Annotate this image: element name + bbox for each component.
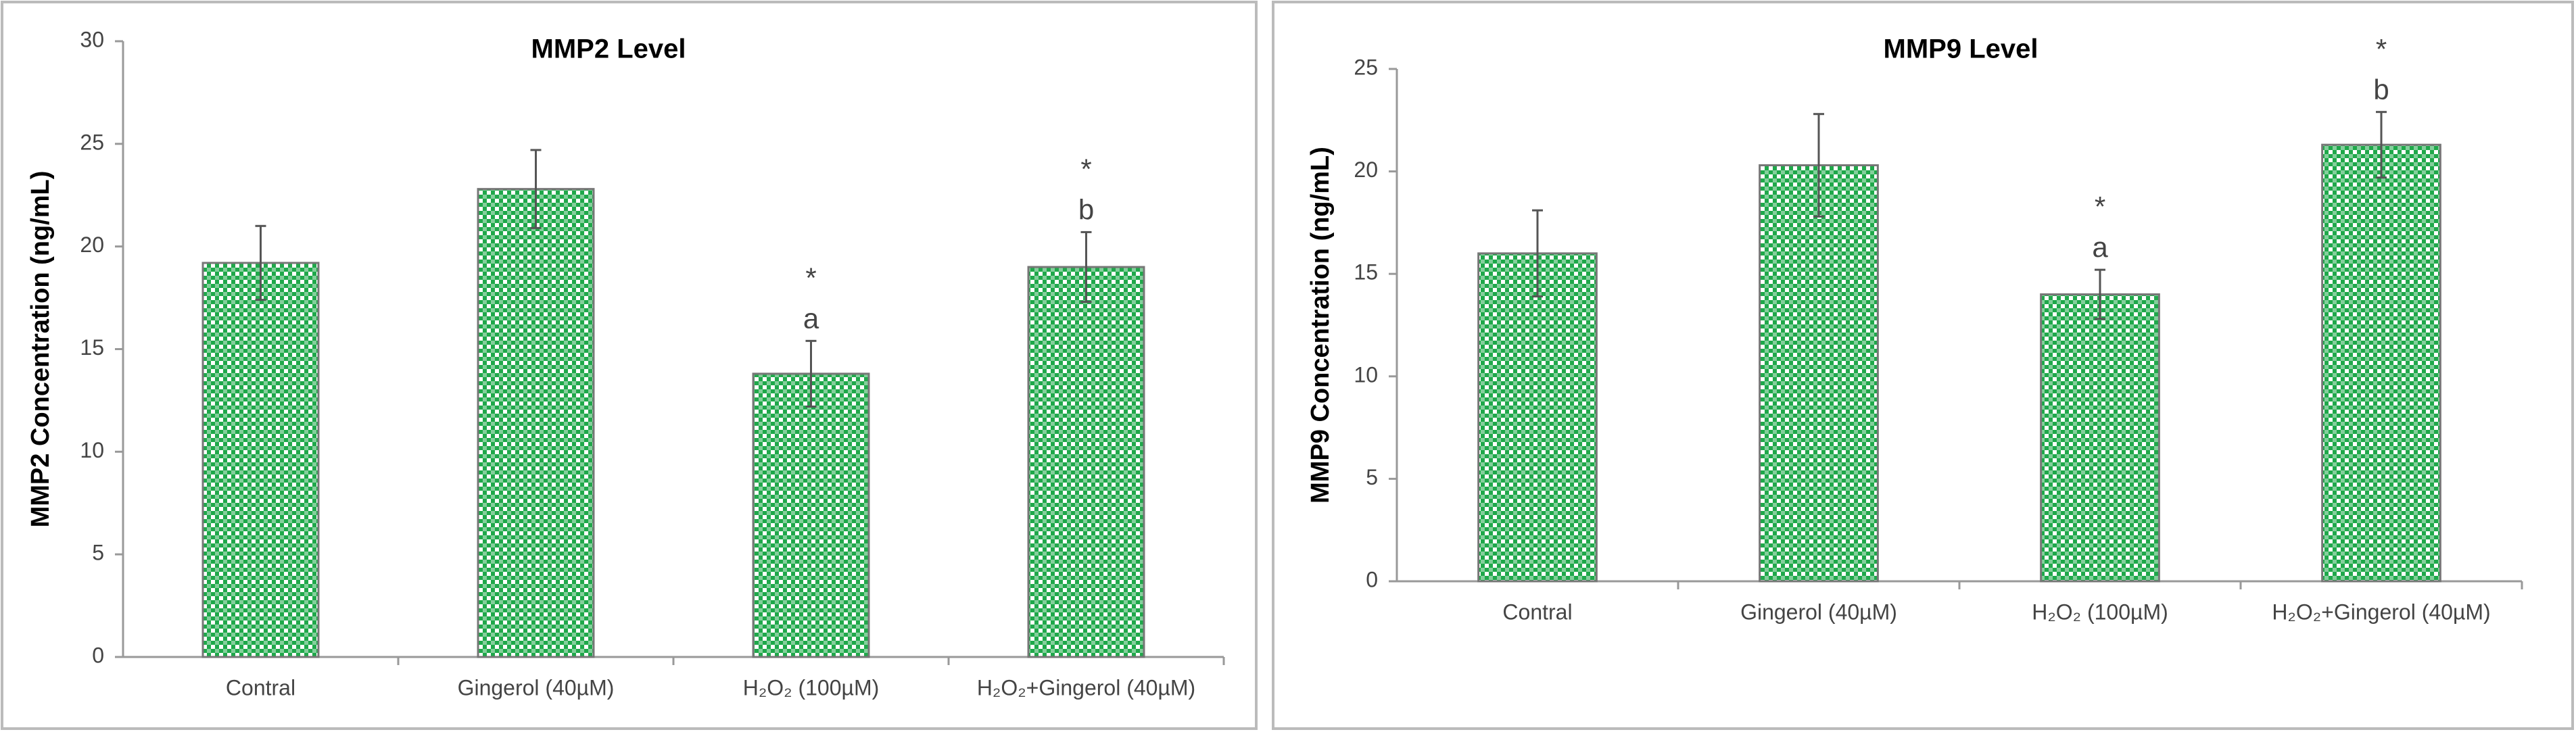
y-axis-label: MMP9 Concentration (ng/mL) (1306, 147, 1335, 504)
annotation: b (2373, 74, 2389, 105)
y-tick-label: 15 (1354, 260, 1378, 285)
bar (2040, 293, 2160, 583)
x-tick-label: H₂O₂ (100µM) (2032, 600, 2168, 624)
x-tick-label: H₂O₂+Gingerol (40µM) (977, 675, 1195, 700)
bar (1027, 266, 1145, 658)
y-tick-label: 30 (80, 27, 104, 51)
x-tick-label: Gingerol (40µM) (1740, 600, 1897, 624)
panel-frame (1272, 1, 2574, 730)
panel-frame (1, 1, 1258, 730)
bar (477, 188, 595, 658)
annotation: a (803, 302, 819, 334)
y-tick-label: 0 (92, 643, 104, 667)
bar (752, 372, 870, 658)
y-tick-label: 10 (80, 438, 104, 462)
annotation: a (2092, 231, 2108, 263)
chart-title: MMP9 Level (1884, 34, 2038, 64)
y-axis-label: MMP2 Concentration (ng/mL) (26, 171, 55, 528)
annotation: * (2095, 191, 2105, 222)
bar (2321, 143, 2441, 583)
annotation: b (1078, 194, 1094, 226)
x-tick-label: Gingerol (40µM) (458, 675, 615, 700)
chart-title: MMP2 Level (531, 34, 686, 64)
y-tick-label: 10 (1354, 362, 1378, 387)
annotation: * (805, 262, 816, 293)
y-tick-label: 20 (1354, 157, 1378, 182)
annotation: * (1080, 153, 1091, 185)
x-tick-label: H₂O₂ (100µM) (743, 675, 880, 700)
y-tick-label: 0 (1366, 567, 1378, 591)
y-tick-label: 15 (80, 335, 104, 360)
x-tick-label: H₂O₂+Gingerol (40µM) (2272, 600, 2490, 624)
x-tick-label: Contral (1502, 600, 1572, 624)
y-tick-label: 5 (92, 541, 104, 565)
bar (1477, 252, 1598, 583)
x-tick-label: Contral (226, 675, 295, 700)
bar (201, 262, 320, 658)
y-tick-label: 25 (80, 130, 104, 154)
y-tick-label: 25 (1354, 55, 1378, 79)
y-tick-label: 5 (1366, 465, 1378, 489)
annotation: * (2376, 33, 2387, 65)
bar (1759, 164, 1879, 583)
y-tick-label: 20 (80, 233, 104, 257)
